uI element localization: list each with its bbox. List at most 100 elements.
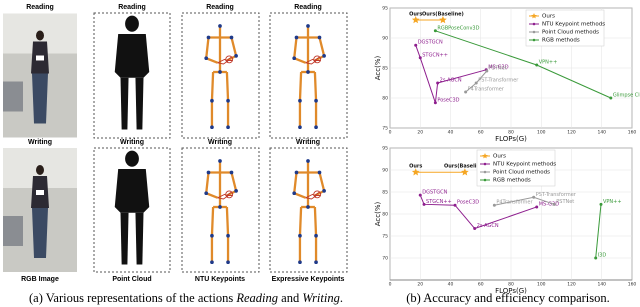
caption-text: Writing	[302, 291, 340, 305]
data-point	[609, 96, 613, 100]
legend-label: RGB methods	[493, 178, 531, 184]
row: Reading Reading Reading Reading	[3, 4, 348, 139]
point-label: PoseC3D	[457, 200, 479, 206]
panel-label: Reading	[206, 4, 234, 11]
point-label: MS-G3D	[539, 201, 560, 207]
point-label: Ours	[409, 12, 422, 18]
legend-label: NTU Keypoint methods	[542, 22, 605, 28]
point-label: PoseC3D	[437, 97, 459, 103]
data-point	[485, 69, 489, 73]
x-axis-label: FLOPs(G)	[495, 135, 527, 143]
legend-label: Ours	[542, 14, 555, 20]
data-point	[552, 202, 556, 206]
point-label: DGSTGCN	[422, 190, 447, 196]
panel-label: Reading	[26, 4, 54, 11]
point-label: PST-Transformer	[478, 78, 519, 84]
point-label: Ours(Baseline)	[422, 12, 464, 18]
point-label: PSTNet	[489, 66, 507, 72]
x-tick-label: 40	[448, 282, 454, 288]
data-point	[474, 81, 478, 85]
data-point	[422, 202, 426, 206]
panel-label: Reading	[118, 4, 146, 11]
legend-marker	[532, 38, 536, 42]
point-label: P4Transformer	[496, 200, 533, 206]
data-point	[433, 101, 437, 105]
y-tick-label: 75	[382, 126, 388, 132]
x-tick-label: 100	[537, 130, 546, 136]
data-point	[594, 256, 598, 260]
point-label: 2s-AGCN	[477, 223, 499, 229]
legend-marker	[483, 162, 487, 166]
data-point	[461, 168, 469, 176]
y-tick-label: 80	[382, 212, 388, 218]
caption-b: (b) Accuracy and efficiency comparison.	[406, 291, 610, 305]
data-point	[473, 227, 477, 231]
expressive-skeleton	[291, 158, 328, 266]
rgb-image	[3, 13, 77, 138]
series-line	[595, 204, 602, 259]
point-label: MS-G3D	[488, 64, 509, 70]
x-tick-label: 40	[448, 130, 454, 136]
data-point	[453, 203, 457, 207]
caption-a: (a) Various representations of the actio…	[29, 291, 343, 305]
x-tick-label: 20	[417, 130, 423, 136]
y-tick-label: 95	[382, 6, 388, 12]
caption-text: Reading	[235, 291, 278, 305]
x-tick-label: 0	[389, 282, 392, 288]
legend-marker	[483, 178, 487, 182]
expressive-skeleton	[291, 23, 328, 131]
y-tick-label: 85	[382, 66, 388, 72]
panel-frame	[93, 147, 171, 273]
point-label: VPN++	[603, 199, 622, 205]
point-label: P4Transformer	[468, 87, 505, 93]
point-label: VPN++	[539, 60, 558, 66]
y-tick-label: 90	[382, 168, 388, 174]
legend-marker	[532, 30, 536, 34]
panel-label: Writing	[296, 139, 320, 146]
legend-label: Ours	[493, 154, 506, 160]
x-tick-label: 160	[628, 282, 637, 288]
point-label: STGCN++	[426, 199, 452, 205]
legend-label: NTU Keypoint methods	[493, 162, 556, 168]
y-tick-label: 90	[382, 36, 388, 42]
point-label: Ours(Baseline)	[444, 164, 486, 170]
point-label: Glimpse Clouds	[613, 93, 640, 99]
x-tick-label: 120	[567, 130, 576, 136]
panel-label: Writing	[28, 139, 52, 146]
data-point	[439, 16, 447, 24]
legend-label: Point Cloud methods	[542, 30, 599, 36]
data-point	[436, 81, 440, 85]
column-label: Expressive Keypoints	[272, 276, 345, 283]
data-point	[411, 16, 420, 24]
column-label: NTU Keypoints	[195, 276, 245, 283]
column-label: RGB Image	[21, 276, 59, 283]
y-axis-label: Acc(%)	[374, 55, 382, 80]
rgb-image	[3, 148, 77, 272]
panel-frame	[269, 12, 348, 139]
data-point	[599, 202, 603, 206]
x-tick-label: 120	[567, 282, 576, 288]
legend-marker	[483, 170, 487, 174]
panel-frame	[181, 147, 260, 273]
legend-marker	[532, 22, 536, 26]
data-point	[532, 195, 536, 199]
x-tick-label: 80	[508, 130, 514, 136]
point-label: DGSTGCN	[418, 40, 443, 46]
legend-label: Point Cloud methods	[493, 170, 550, 176]
y-tick-label: 80	[382, 96, 388, 102]
y-axis-label: Acc(%)	[374, 201, 382, 226]
data-point	[418, 56, 422, 60]
point-cloud	[114, 15, 150, 130]
x-tick-label: 60	[478, 282, 484, 288]
panel-label: Reading	[294, 4, 322, 11]
x-tick-label: 100	[537, 282, 546, 288]
caption-text: and	[278, 291, 302, 305]
point-label: PST-Transformer	[536, 192, 577, 198]
data-point	[464, 90, 468, 94]
x-tick-label: 0	[389, 130, 392, 136]
ntu-skeleton	[203, 23, 240, 131]
panel-frame	[181, 12, 260, 139]
panels: Reading Reading Reading Reading Writing …	[3, 4, 348, 283]
y-tick-label: 70	[382, 256, 388, 262]
